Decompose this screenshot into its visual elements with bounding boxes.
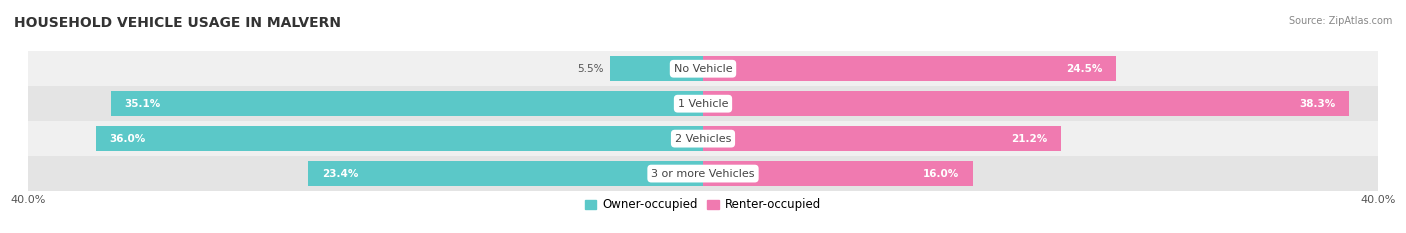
Bar — [28, 51, 1378, 86]
Text: 36.0%: 36.0% — [110, 134, 145, 144]
Text: 35.1%: 35.1% — [124, 99, 160, 109]
Bar — [96, 126, 703, 151]
Text: 21.2%: 21.2% — [1011, 134, 1047, 144]
Text: 5.5%: 5.5% — [576, 64, 603, 74]
Text: No Vehicle: No Vehicle — [673, 64, 733, 74]
Bar — [703, 56, 1116, 81]
Text: 16.0%: 16.0% — [924, 169, 959, 178]
Bar — [308, 161, 703, 186]
Bar — [28, 86, 1378, 121]
Text: Source: ZipAtlas.com: Source: ZipAtlas.com — [1288, 16, 1392, 26]
Text: HOUSEHOLD VEHICLE USAGE IN MALVERN: HOUSEHOLD VEHICLE USAGE IN MALVERN — [14, 16, 342, 30]
Bar — [610, 56, 703, 81]
Text: 3 or more Vehicles: 3 or more Vehicles — [651, 169, 755, 178]
Bar — [28, 121, 1378, 156]
Text: 2 Vehicles: 2 Vehicles — [675, 134, 731, 144]
Bar — [703, 91, 1350, 116]
Text: 38.3%: 38.3% — [1299, 99, 1336, 109]
Text: 24.5%: 24.5% — [1067, 64, 1102, 74]
Bar — [703, 126, 1060, 151]
Text: 1 Vehicle: 1 Vehicle — [678, 99, 728, 109]
Legend: Owner-occupied, Renter-occupied: Owner-occupied, Renter-occupied — [579, 193, 827, 216]
Bar — [28, 156, 1378, 191]
Text: 23.4%: 23.4% — [322, 169, 359, 178]
Bar — [703, 161, 973, 186]
Bar — [111, 91, 703, 116]
